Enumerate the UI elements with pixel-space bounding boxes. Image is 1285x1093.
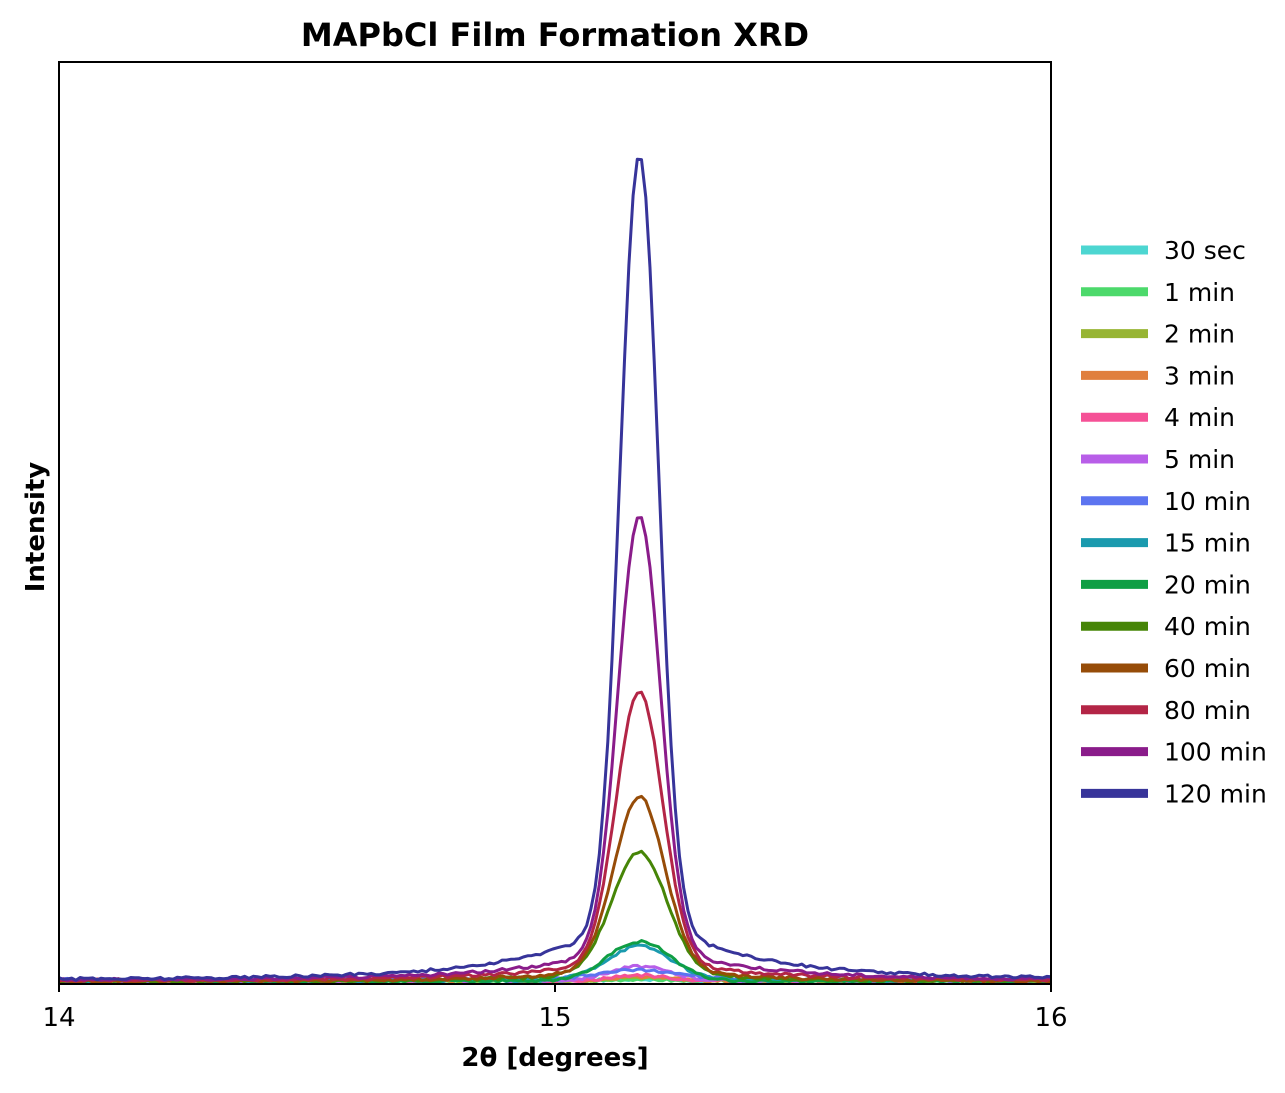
legend-label: 80 min: [1164, 696, 1251, 725]
legend-label: 4 min: [1164, 403, 1235, 432]
x-axis-ticks: 14 15 16: [42, 984, 1068, 1033]
series-line-120-min: [58, 157, 1052, 982]
legend-label: 20 min: [1164, 570, 1251, 599]
x-tick-label: 15: [538, 1003, 571, 1033]
legend-label: 30 sec: [1164, 236, 1246, 265]
legend-label: 15 min: [1164, 529, 1251, 558]
chart-title: MAPbCl Film Formation XRD: [301, 16, 809, 54]
legend-label: 2 min: [1164, 320, 1235, 349]
plot-frame: [59, 62, 1051, 984]
legend-label: 60 min: [1164, 654, 1251, 683]
x-tick-label: 14: [42, 1003, 75, 1033]
series-group: [58, 157, 1052, 985]
legend-label: 5 min: [1164, 445, 1235, 474]
x-tick-label: 16: [1034, 1003, 1067, 1033]
legend-label: 3 min: [1164, 361, 1235, 390]
legend-label: 10 min: [1164, 487, 1251, 516]
legend-label: 100 min: [1164, 738, 1267, 767]
y-axis-label: Intensity: [21, 462, 51, 593]
legend-label: 120 min: [1164, 779, 1267, 808]
legend-label: 40 min: [1164, 612, 1251, 641]
legend-label: 1 min: [1164, 278, 1235, 307]
legend: 30 sec 1 min 2 min 3 min 4 min 5 min 10 min 15 …: [1081, 236, 1267, 808]
x-axis-label: 2θ [degrees]: [461, 1043, 648, 1073]
